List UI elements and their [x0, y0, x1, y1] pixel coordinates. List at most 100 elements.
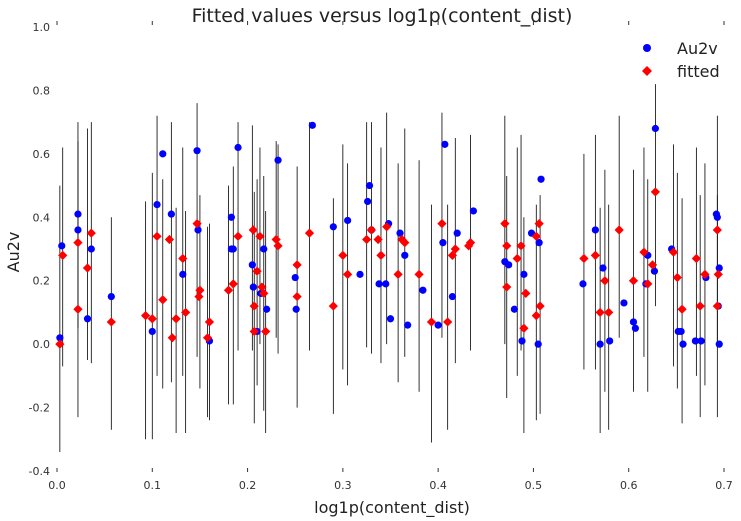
point-fitted — [343, 269, 353, 279]
point-fitted — [257, 282, 267, 292]
point-au2v — [274, 156, 282, 164]
point-fitted — [639, 247, 649, 257]
point-fitted — [249, 326, 259, 337]
point-fitted — [400, 238, 410, 248]
x-tick-label: 0.7 — [715, 479, 733, 492]
point-fitted — [248, 225, 258, 235]
point-au2v — [448, 292, 457, 301]
y-axis-ticks: -0.4 -0.2 0.0 0.2 0.4 0.6 0.8 1.0 — [29, 21, 50, 478]
y-tick-label: 0.8 — [33, 84, 51, 97]
point-fitted — [73, 238, 83, 248]
point-fitted — [443, 317, 453, 327]
point-fitted — [178, 253, 188, 264]
point-fitted — [393, 269, 403, 279]
point-fitted — [147, 314, 157, 324]
point-fitted — [167, 333, 177, 343]
point-au2v — [167, 210, 175, 218]
point-fitted — [700, 269, 710, 279]
point-fitted — [261, 326, 271, 337]
legend-label-fitted: fitted — [677, 62, 720, 81]
point-fitted — [55, 339, 65, 349]
point-fitted — [628, 276, 639, 286]
point-fitted — [519, 323, 529, 333]
point-au2v — [439, 239, 447, 247]
x-tick-label: 0.6 — [620, 479, 638, 492]
legend-marker-au2v — [643, 44, 651, 52]
point-au2v — [74, 226, 82, 234]
y-tick-label: -0.4 — [29, 465, 50, 478]
point-fitted — [535, 301, 545, 311]
point-fitted — [500, 219, 510, 229]
point-fitted — [202, 333, 213, 343]
point-fitted — [304, 228, 315, 238]
point-au2v — [249, 283, 257, 291]
point-fitted — [82, 263, 93, 273]
point-au2v — [292, 305, 300, 313]
point-fitted — [181, 307, 191, 318]
point-fitted — [362, 234, 372, 245]
point-fitted — [259, 288, 269, 298]
point-fitted — [223, 285, 234, 295]
point-au2v — [193, 147, 201, 155]
y-tick-label: 0.2 — [33, 275, 51, 288]
y-tick-label: 0.4 — [33, 211, 51, 224]
x-tick-label: 0.1 — [144, 479, 162, 492]
point-au2v — [679, 340, 687, 348]
point-au2v — [631, 324, 639, 332]
point-au2v — [148, 327, 156, 336]
point-fitted — [271, 234, 281, 245]
point-au2v — [344, 216, 352, 225]
point-au2v — [691, 337, 700, 345]
point-au2v — [58, 242, 66, 250]
point-fitted — [677, 304, 687, 314]
point-fitted — [450, 244, 460, 254]
point-fitted — [521, 288, 531, 298]
point-au2v — [629, 318, 638, 326]
point-au2v — [159, 150, 167, 158]
point-au2v — [248, 261, 256, 269]
point-fitted — [252, 266, 262, 276]
point-fitted — [465, 238, 476, 248]
point-au2v — [520, 270, 528, 278]
point-fitted — [228, 279, 238, 289]
point-fitted — [338, 250, 348, 260]
y-tick-label: 1.0 — [33, 21, 51, 34]
point-fitted — [502, 282, 512, 292]
point-fitted — [534, 219, 544, 229]
point-fitted — [668, 247, 679, 257]
point-au2v — [291, 273, 299, 282]
point-au2v — [56, 334, 64, 342]
point-fitted — [292, 260, 302, 270]
point-au2v — [107, 292, 115, 301]
point-fitted — [426, 317, 437, 327]
point-au2v — [650, 267, 659, 275]
y-axis-title: Au2v — [4, 232, 23, 273]
point-au2v — [179, 270, 187, 278]
point-fitted — [204, 317, 215, 327]
point-fitted — [595, 307, 605, 318]
point-fitted — [512, 253, 522, 264]
point-fitted — [502, 241, 512, 251]
point-au2v — [401, 251, 409, 259]
point-fitted — [86, 228, 96, 238]
point-fitted — [590, 250, 600, 260]
point-fitted — [531, 231, 541, 241]
point-fitted — [643, 279, 653, 289]
point-fitted — [233, 231, 243, 241]
point-fitted — [650, 187, 660, 197]
point-au2v — [434, 321, 442, 329]
point-au2v — [505, 261, 513, 269]
point-au2v — [651, 124, 659, 133]
point-fitted — [194, 291, 204, 302]
point-fitted — [376, 250, 386, 260]
point-au2v — [441, 140, 449, 148]
point-au2v — [715, 264, 723, 272]
point-au2v — [194, 226, 202, 234]
point-fitted — [579, 253, 589, 264]
point-fitted — [695, 301, 705, 311]
point-fitted — [152, 231, 162, 241]
point-fitted — [164, 234, 175, 245]
point-au2v — [386, 315, 395, 323]
